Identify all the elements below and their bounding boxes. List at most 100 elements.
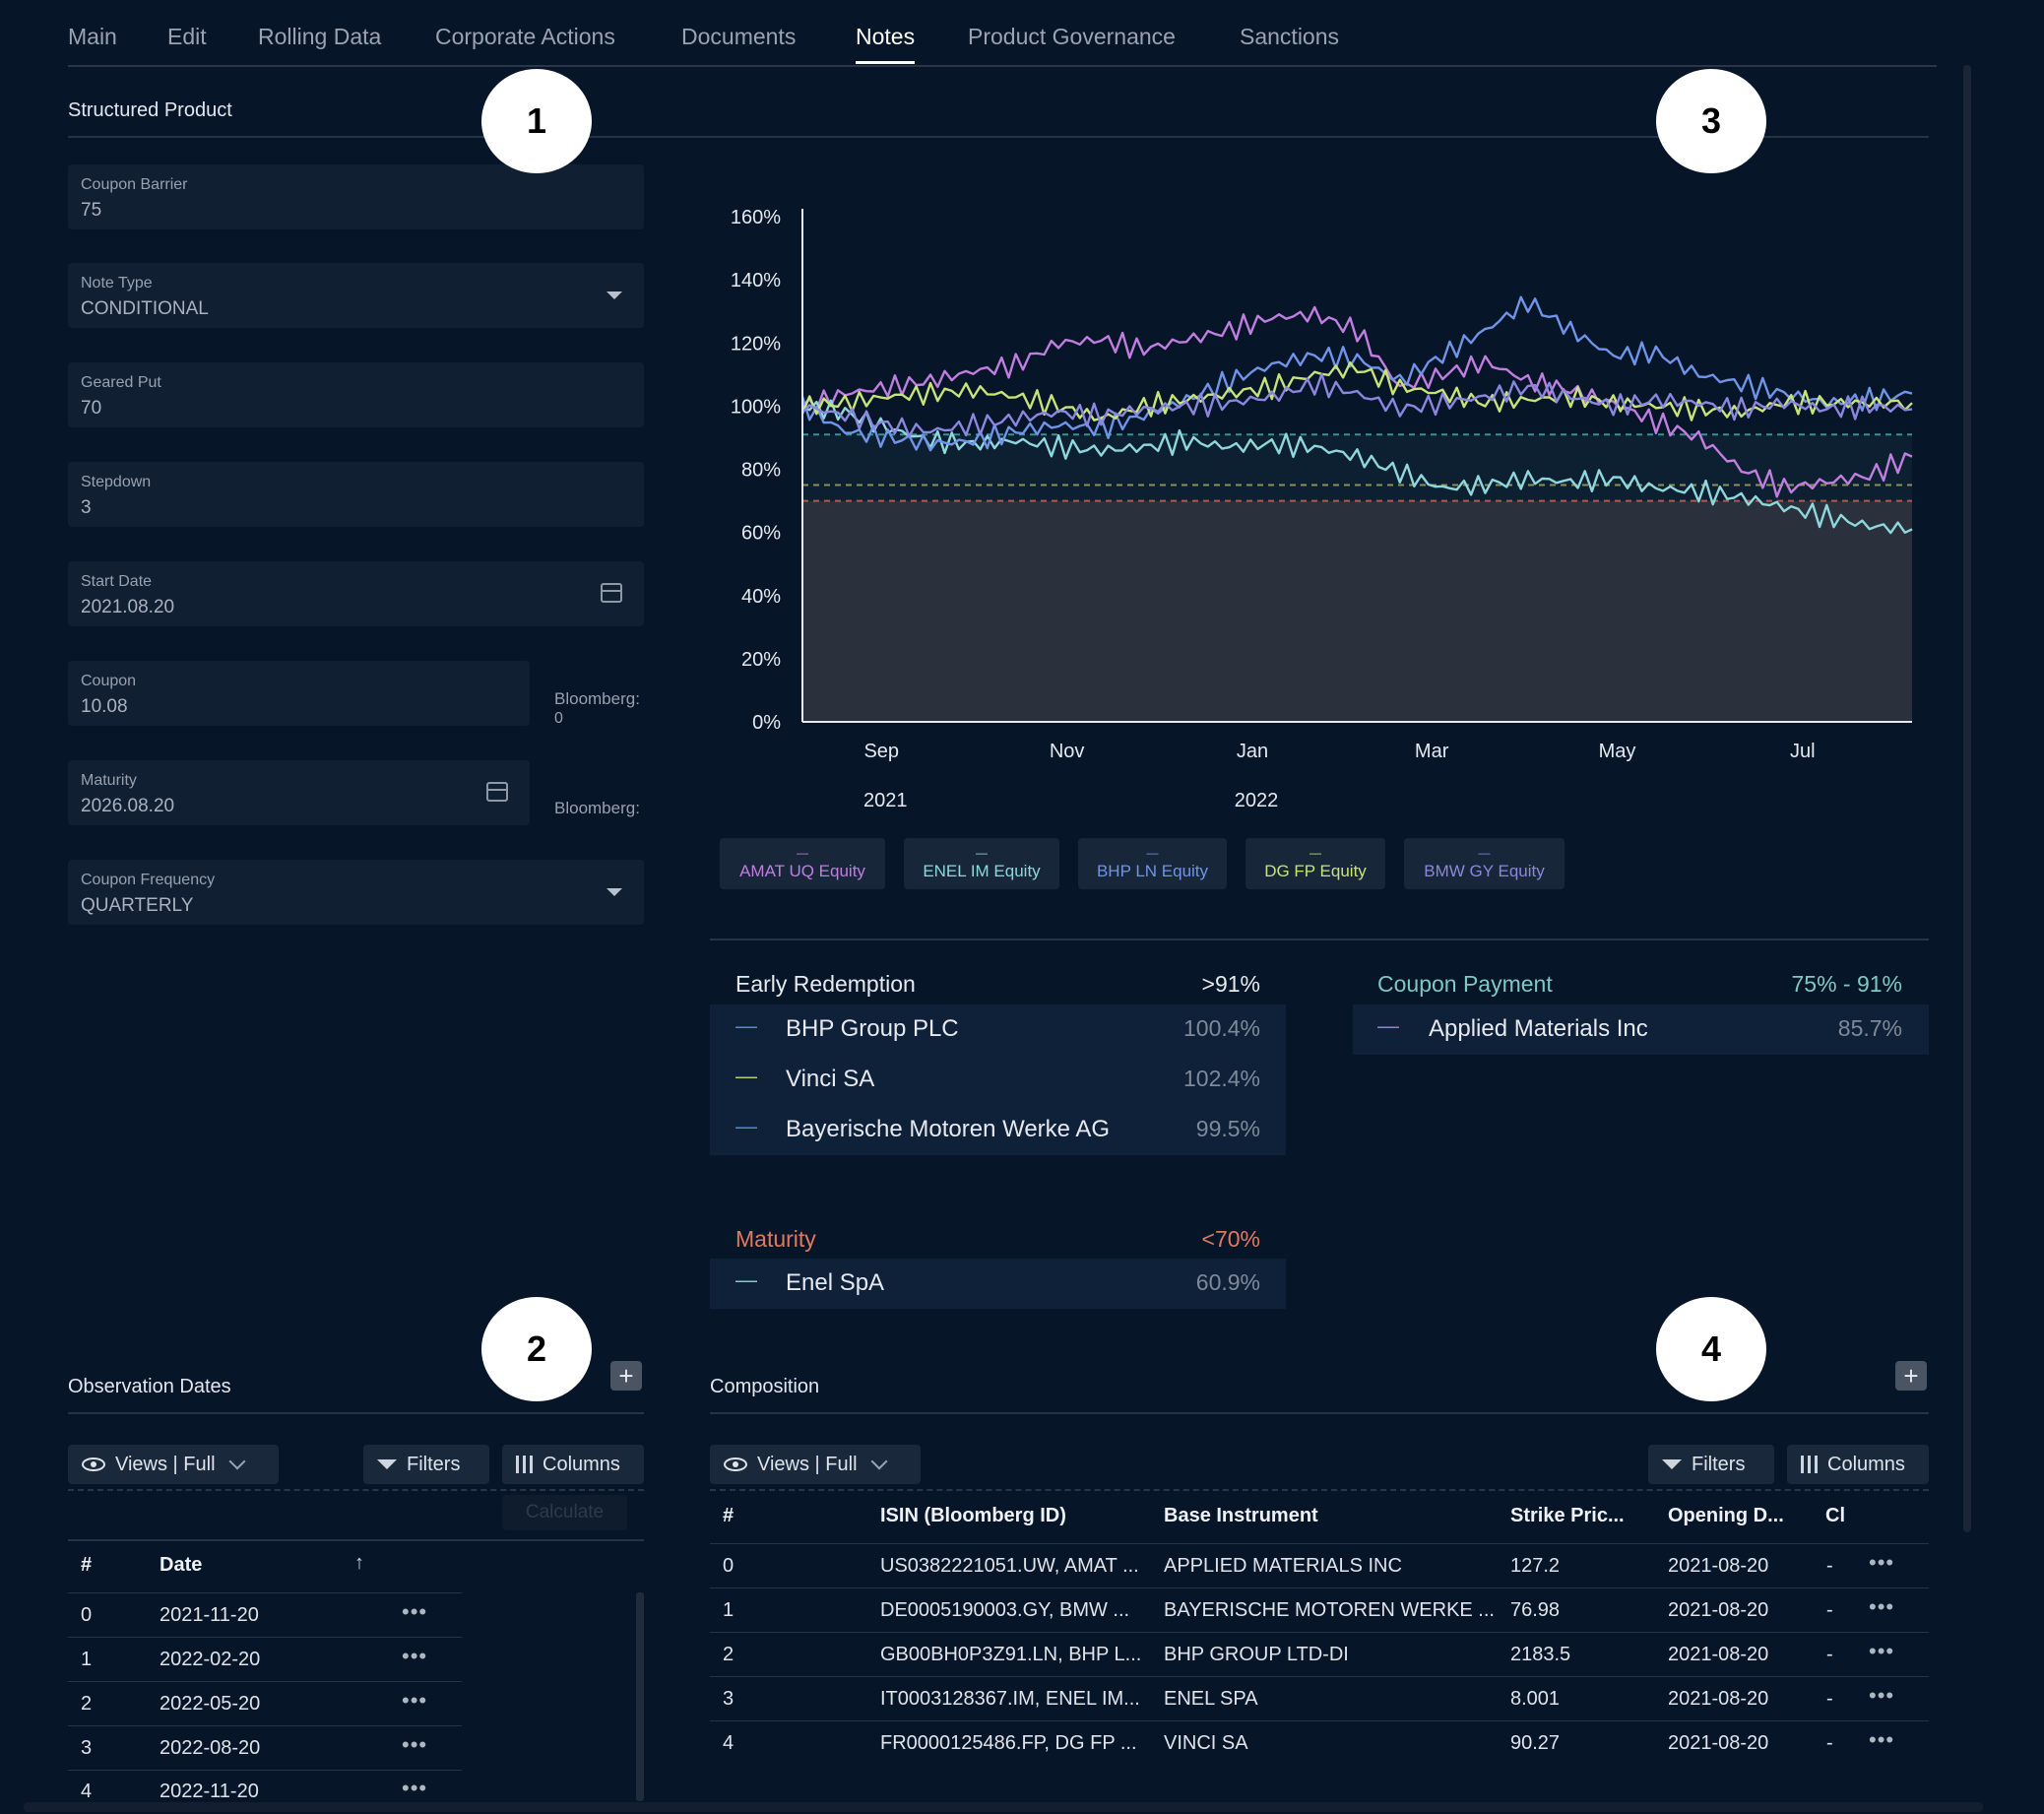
views-dropdown[interactable]: Views | Full (68, 1445, 279, 1484)
coupon-label: Coupon (81, 673, 137, 689)
tab-main[interactable]: Main (68, 24, 117, 49)
composition-cell-strike-price: 127.2 (1510, 1555, 1561, 1577)
columns-button[interactable]: Columns (1787, 1445, 1929, 1484)
tab-product-governance[interactable]: Product Governance (968, 24, 1176, 49)
tab-rolling-data[interactable]: Rolling Data (258, 24, 382, 49)
stepdown-field[interactable]: Stepdown 3 (68, 462, 644, 527)
bloomberg-maturity-label: Bloomberg: (554, 799, 640, 817)
tab-documents[interactable]: Documents (681, 24, 797, 49)
filter-icon (1662, 1459, 1682, 1469)
stepdown-label: Stepdown (81, 474, 152, 490)
coupon-value: 10.08 (81, 696, 128, 717)
row-actions-menu[interactable]: ••• (402, 1732, 428, 1757)
column-header-index[interactable]: # (81, 1554, 93, 1576)
views-dropdown[interactable]: Views | Full (710, 1445, 921, 1484)
composition-cell-closing: - (1826, 1644, 1833, 1665)
composition-cell-isin: US0382221051.UW, AMAT ... (880, 1555, 1139, 1577)
column-header-strike-price[interactable]: Strike Pric... (1510, 1505, 1625, 1526)
row-actions-menu[interactable]: ••• (1869, 1594, 1895, 1619)
calculate-button[interactable]: Calculate (502, 1495, 627, 1530)
structured-product-title: Structured Product (68, 99, 232, 121)
tab-corporate-actions[interactable]: Corporate Actions (435, 24, 615, 49)
chart-y-tick-label: 160% (731, 207, 781, 228)
add-composition-button[interactable]: + (1895, 1361, 1927, 1391)
row-divider (710, 1720, 1929, 1721)
row-actions-menu[interactable]: ••• (402, 1776, 428, 1800)
column-header-isin[interactable]: ISIN (Bloomberg ID) (880, 1505, 1066, 1526)
observation-dates-title: Observation Dates (68, 1376, 231, 1397)
legend-item-enel[interactable]: — ENEL IM Equity (904, 838, 1059, 889)
chevron-down-icon[interactable] (607, 888, 622, 896)
columns-button[interactable]: Columns (502, 1445, 644, 1484)
chart-x-tick-label: Nov (1050, 741, 1085, 762)
tab-notes[interactable]: Notes (856, 24, 916, 64)
row-actions-menu[interactable]: ••• (402, 1599, 428, 1624)
filters-label: Filters (407, 1453, 461, 1475)
row-actions-menu[interactable]: ••• (402, 1688, 428, 1713)
legend-item-bmw[interactable]: — BMW GY Equity (1404, 838, 1565, 889)
column-header-base-instrument[interactable]: Base Instrument (1164, 1505, 1318, 1526)
page-scrollbar[interactable] (1963, 65, 1971, 1532)
chart-plot-area (802, 434, 1912, 722)
chevron-down-icon[interactable] (607, 292, 622, 299)
column-header-closing[interactable]: Cl (1825, 1505, 1845, 1526)
columns-icon (1801, 1456, 1818, 1473)
maturity-field[interactable]: Maturity 2026.08.20 (68, 760, 530, 825)
start-date-field[interactable]: Start Date 2021.08.20 (68, 561, 644, 626)
geared-put-field[interactable]: Geared Put 70 (68, 362, 644, 427)
row-divider (710, 1676, 1929, 1677)
sort-ascending-icon[interactable]: ↑ (354, 1552, 364, 1574)
legend-item-amat[interactable]: — AMAT UQ Equity (720, 838, 885, 889)
filters-button[interactable]: Filters (1648, 1445, 1774, 1484)
chart-y-tick-label: 140% (731, 270, 781, 292)
legend-item-dg[interactable]: — DG FP Equity (1246, 838, 1385, 889)
composition-cell-opening-date: 2021-08-20 (1668, 1644, 1769, 1665)
row-actions-menu[interactable]: ••• (1869, 1639, 1895, 1663)
table-scrollbar[interactable] (636, 1592, 644, 1801)
horizontal-scrollbar[interactable] (24, 1802, 1983, 1812)
chevron-down-icon (228, 1453, 246, 1470)
views-label: Views | Full (757, 1453, 858, 1475)
chart-series-line (800, 361, 1913, 421)
bloomberg-coupon-label: Bloomberg: (554, 689, 640, 708)
row-actions-menu[interactable]: ••• (1869, 1727, 1895, 1752)
composition-title: Composition (710, 1376, 820, 1397)
chart-series-line (800, 295, 1913, 452)
composition-cell-closing: - (1826, 1599, 1833, 1621)
chart-y-tick-label: 0% (752, 712, 781, 734)
row-actions-menu[interactable]: ••• (1869, 1550, 1895, 1575)
row-actions-menu[interactable]: ••• (402, 1644, 428, 1668)
row-divider (710, 1587, 1929, 1588)
coupon-barrier-field[interactable]: Coupon Barrier 75 (68, 164, 644, 229)
add-observation-date-button[interactable]: + (610, 1361, 642, 1391)
legend-swatch: — (1478, 846, 1491, 860)
legend-item-bhp[interactable]: — BHP LN Equity (1078, 838, 1227, 889)
row-divider (68, 1725, 462, 1726)
calendar-icon[interactable] (486, 782, 508, 802)
series-swatch: — (735, 1267, 757, 1292)
chart-series-lines (800, 295, 1913, 535)
row-divider (68, 1770, 462, 1771)
note-type-select[interactable]: Note Type CONDITIONAL (68, 263, 644, 328)
maturity-panel-threshold: <70% (1201, 1226, 1260, 1252)
columns-label: Columns (543, 1453, 620, 1475)
composition-cell-base-instrument: ENEL SPA (1164, 1688, 1258, 1710)
chart-x-year-label: 2022 (1235, 790, 1279, 811)
calendar-icon[interactable] (601, 583, 622, 603)
composition-cell-isin: DE0005190003.GY, BMW ... (880, 1599, 1130, 1621)
coupon-field[interactable]: Coupon 10.08 (68, 661, 530, 726)
column-header-index[interactable]: # (723, 1505, 735, 1526)
column-header-opening-date[interactable]: Opening D... (1668, 1505, 1784, 1526)
views-label: Views | Full (115, 1453, 216, 1475)
coupon-frequency-select[interactable]: Coupon Frequency QUARTERLY (68, 860, 644, 925)
chart-x-tick-label: Jan (1237, 741, 1268, 762)
eye-icon (724, 1458, 747, 1471)
composition-cell-strike-price: 76.98 (1510, 1599, 1561, 1621)
coupon-payment-title: Coupon Payment (1377, 971, 1553, 997)
row-actions-menu[interactable]: ••• (1869, 1683, 1895, 1708)
tab-sanctions[interactable]: Sanctions (1240, 24, 1340, 49)
filters-button[interactable]: Filters (363, 1445, 489, 1484)
tab-edit[interactable]: Edit (167, 24, 207, 49)
columns-icon (516, 1456, 533, 1473)
column-header-date[interactable]: Date (160, 1554, 203, 1576)
